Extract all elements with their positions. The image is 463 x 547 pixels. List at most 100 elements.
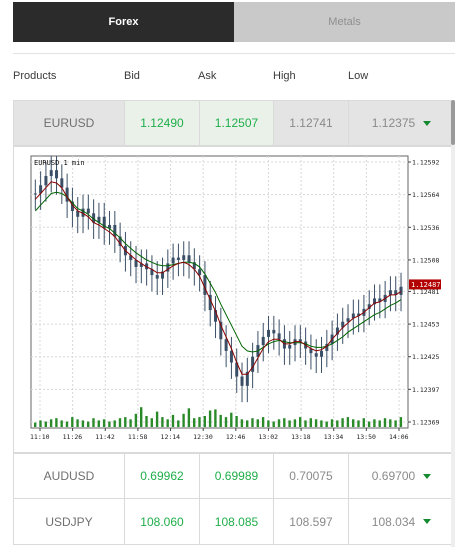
volume-bar — [283, 418, 286, 427]
volume-bar — [325, 421, 328, 427]
volume-bar — [246, 420, 249, 427]
x-tick-label: 13:18 — [291, 433, 311, 441]
candle-body — [182, 255, 186, 260]
candle-body — [108, 224, 112, 229]
volume-bar — [145, 416, 148, 427]
volume-bar — [87, 421, 90, 427]
low-cell: 1.12375 — [349, 101, 454, 145]
low-price: 1.12375 — [371, 116, 416, 130]
quote-row-usdjpy[interactable]: USDJPY 108.060 108.085 108.597 108.034 — [13, 499, 455, 545]
tab-metals[interactable]: Metals — [234, 2, 455, 42]
volume-bar — [102, 419, 106, 427]
candle-body — [219, 321, 223, 340]
header-high: High — [273, 70, 296, 82]
moving-average-red-line — [34, 181, 402, 375]
y-tick-label: 1.12536 — [412, 224, 439, 232]
candle-body — [288, 345, 292, 349]
volume-bar — [267, 420, 270, 427]
x-tick-label: 13:02 — [258, 433, 278, 441]
quote-table: EURUSD 1.12490 1.12507 1.12741 1.12375 — [13, 100, 455, 146]
volume-bar — [193, 418, 196, 427]
tabs-divider — [13, 53, 455, 54]
candle-body — [203, 275, 207, 295]
x-tick-label: 11:10 — [30, 433, 50, 441]
tab-forex[interactable]: Forex — [13, 2, 234, 42]
volume-bar — [182, 413, 185, 427]
volume-bar — [378, 420, 381, 427]
y-tick-label: 1.12481 — [412, 288, 439, 296]
volume-bar — [309, 418, 312, 427]
candle-body — [39, 185, 43, 194]
x-tick-label: 13:34 — [324, 433, 344, 441]
volume-bar — [198, 417, 201, 427]
down-arrow-icon — [423, 473, 432, 479]
header-bid: Bid — [124, 70, 140, 82]
candle-body — [44, 175, 48, 186]
volume-bar — [118, 418, 122, 427]
chart-grid — [31, 156, 408, 428]
scrollbar-track[interactable] — [451, 100, 455, 547]
volume-bar — [261, 417, 265, 427]
volume-bar — [113, 420, 116, 427]
volume-bar — [92, 418, 95, 427]
volume-bar — [320, 420, 323, 427]
candle-body — [192, 262, 196, 270]
current-price-marker — [409, 279, 441, 290]
down-arrow-icon — [423, 519, 432, 524]
volume-bar — [208, 410, 212, 427]
header-ask: Ask — [198, 70, 217, 82]
quote-table-lower: AUDUSD 0.69962 0.69989 0.70075 0.69700 U… — [13, 453, 455, 545]
scrollbar-thumb[interactable] — [451, 100, 455, 145]
candle-body — [224, 339, 228, 351]
ask-price: 0.69989 — [200, 454, 274, 498]
candle-body — [277, 333, 281, 340]
ask-price: 1.12507 — [200, 101, 274, 145]
volume-bar — [76, 419, 79, 427]
candle-body — [150, 269, 154, 276]
volume-bar — [55, 418, 58, 427]
candle-body — [335, 327, 339, 335]
x-tick-label: 12:14 — [161, 433, 181, 441]
x-tick-label: 11:26 — [63, 433, 83, 441]
product-name: USDJPY — [14, 499, 125, 544]
product-name: EURUSD — [14, 101, 125, 145]
candle-body — [187, 255, 191, 263]
quote-row-eurusd[interactable]: EURUSD 1.12490 1.12507 1.12741 1.12375 — [13, 100, 455, 146]
price-chart[interactable]: EURUSD 1 min 1.12592 1.12564 1.12536 1.1250… — [14, 147, 454, 452]
y-tick-label: 1.12453 — [412, 321, 439, 329]
volume-bar — [352, 419, 355, 427]
volume-bar — [150, 418, 153, 427]
volume-bar — [49, 419, 53, 427]
volume-bar — [60, 420, 63, 427]
volume-bar — [134, 413, 138, 427]
candle-body — [309, 348, 313, 354]
y-axis-ticks: 1.125921.125641.125361.125081.124811.124… — [408, 159, 439, 427]
candle-body — [70, 201, 74, 211]
volume-bar — [240, 419, 244, 427]
low-price: 0.69700 — [371, 469, 416, 483]
candle-body — [240, 376, 244, 386]
y-tick-label: 1.12592 — [412, 159, 439, 167]
candle-body — [235, 362, 239, 377]
volume-bar — [304, 420, 307, 427]
quote-row-audusd[interactable]: AUDUSD 0.69962 0.69989 0.70075 0.69700 — [13, 453, 455, 499]
volume-bar — [288, 420, 291, 427]
candle-body — [118, 236, 122, 246]
candle-body — [208, 294, 212, 311]
candle-body — [139, 263, 143, 267]
volume-bar — [140, 407, 143, 427]
product-name: AUDUSD — [14, 454, 125, 498]
candle-body — [55, 170, 59, 179]
x-tick-label: 12:46 — [226, 433, 246, 441]
y-tick-label: 1.12397 — [412, 386, 439, 394]
x-tick-label: 14:06 — [389, 433, 409, 441]
y-tick-label: 1.12425 — [412, 353, 439, 361]
bid-price: 0.69962 — [125, 454, 200, 498]
current-price-label: 1.12487 — [411, 281, 441, 289]
low-cell: 108.034 — [349, 499, 454, 544]
candle-body — [245, 371, 249, 386]
volume-bar — [171, 414, 175, 427]
volume-bars — [34, 407, 403, 427]
candle-body — [86, 208, 90, 214]
candle-body — [298, 339, 302, 342]
